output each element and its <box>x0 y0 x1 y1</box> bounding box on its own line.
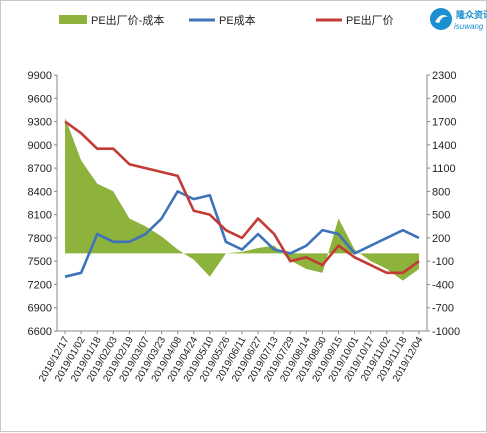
left-tick-label-11: 9900 <box>28 70 52 82</box>
right-tick-label-7: 1100 <box>432 163 456 175</box>
legend-label-cost: PE成本 <box>219 13 256 27</box>
legend-label-spread: PE出厂价-成本 <box>91 13 164 27</box>
right-tick-label-0: -1000 <box>432 326 460 338</box>
right-tick-label-3: -100 <box>432 256 454 268</box>
right-tick-label-9: 1700 <box>432 117 456 129</box>
right-tick-label-5: 500 <box>432 210 450 222</box>
right-tick-label-11: 2300 <box>432 70 456 82</box>
logo-sub: isuwang <box>454 22 484 31</box>
series-spread-area <box>65 118 419 281</box>
left-tick-label-1: 6900 <box>28 303 52 315</box>
legend: PE出厂价-成本 PE成本 PE出厂价 <box>59 13 394 27</box>
left-tick-label-0: 6600 <box>28 326 52 338</box>
left-tick-label-5: 8100 <box>28 210 52 222</box>
right-tick-label-10: 2000 <box>432 93 456 105</box>
left-tick-label-6: 8400 <box>28 186 52 198</box>
legend-swatch-spread <box>59 15 87 24</box>
left-tick-label-3: 7500 <box>28 256 52 268</box>
right-tick-label-6: 800 <box>432 186 450 198</box>
left-tick-label-9: 9300 <box>28 117 52 129</box>
left-tick-label-2: 7200 <box>28 279 52 291</box>
left-tick-label-7: 8700 <box>28 163 52 175</box>
right-axis-ticks: -1000 -700 -400 -100 200 500 800 1100 1400 1700 20… <box>427 70 460 338</box>
plot-area <box>57 75 427 331</box>
left-axis-ticks: 6600 6900 7200 7500 7800 8100 8400 8700 9000 9300… <box>28 70 57 338</box>
right-tick-label-1: -700 <box>432 303 454 315</box>
left-tick-label-4: 7800 <box>28 233 52 245</box>
legend-label-price: PE出厂价 <box>346 13 394 27</box>
brand-logo: 隆众资讯 isuwang <box>430 8 487 31</box>
logo-name: 隆众资讯 <box>456 9 487 20</box>
right-tick-label-4: 200 <box>432 233 450 245</box>
right-tick-label-2: -400 <box>432 279 454 291</box>
right-tick-label-8: 1400 <box>432 140 456 152</box>
left-tick-label-10: 9600 <box>28 93 52 105</box>
left-tick-label-8: 9000 <box>28 140 52 152</box>
x-axis-ticks: 2018/12/172019/01/022019/01/182019/02/03… <box>37 331 426 384</box>
